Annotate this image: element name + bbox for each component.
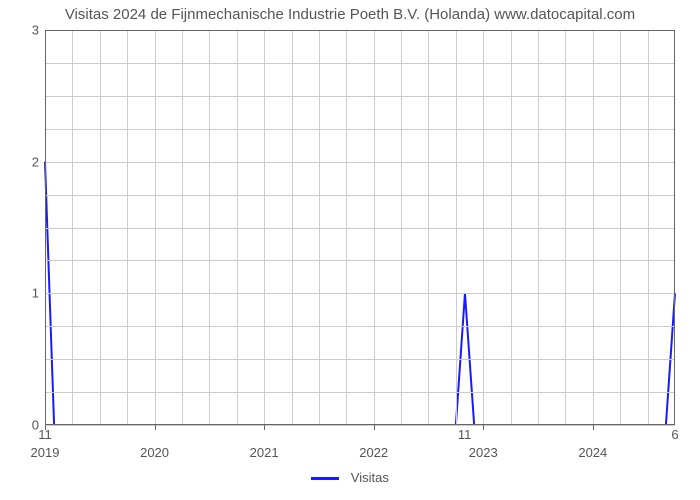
x-tick-label: 2023 — [469, 445, 498, 460]
chart-title: Visitas 2024 de Fijnmechanische Industri… — [0, 6, 700, 23]
gridline-horizontal — [45, 162, 675, 163]
y-tick-label: 2 — [32, 154, 39, 169]
data-point-label: 11 — [38, 427, 52, 442]
gridline-horizontal — [45, 326, 675, 327]
gridline-horizontal — [45, 425, 675, 426]
legend-swatch — [311, 477, 339, 480]
x-tick-mark — [374, 425, 375, 430]
x-tick-mark — [483, 425, 484, 430]
gridline-horizontal — [45, 260, 675, 261]
legend: Visitas — [0, 470, 700, 485]
gridline-horizontal — [45, 30, 675, 31]
plot-area: 012320192020202120222023202411116 — [45, 30, 675, 425]
data-point-label: 6 — [671, 427, 678, 442]
x-tick-mark — [155, 425, 156, 430]
x-tick-label: 2020 — [140, 445, 169, 460]
y-tick-label: 3 — [32, 23, 39, 38]
gridline-horizontal — [45, 392, 675, 393]
y-tick-label: 1 — [32, 286, 39, 301]
data-point-label: 11 — [458, 427, 472, 442]
gridline-horizontal — [45, 96, 675, 97]
x-tick-label: 2022 — [359, 445, 388, 460]
x-tick-mark — [264, 425, 265, 430]
chart-container: Visitas 2024 de Fijnmechanische Industri… — [0, 0, 700, 500]
gridline-horizontal — [45, 228, 675, 229]
gridline-horizontal — [45, 359, 675, 360]
gridline-horizontal — [45, 129, 675, 130]
gridline-horizontal — [45, 63, 675, 64]
x-tick-label: 2019 — [31, 445, 60, 460]
x-tick-label: 2024 — [578, 445, 607, 460]
gridline-horizontal — [45, 195, 675, 196]
gridline-horizontal — [45, 293, 675, 294]
legend-label: Visitas — [351, 470, 389, 485]
x-tick-mark — [593, 425, 594, 430]
x-tick-label: 2021 — [250, 445, 279, 460]
